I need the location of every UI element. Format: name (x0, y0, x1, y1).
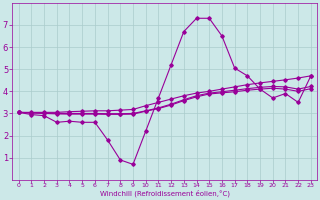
X-axis label: Windchill (Refroidissement éolien,°C): Windchill (Refroidissement éolien,°C) (100, 190, 230, 197)
